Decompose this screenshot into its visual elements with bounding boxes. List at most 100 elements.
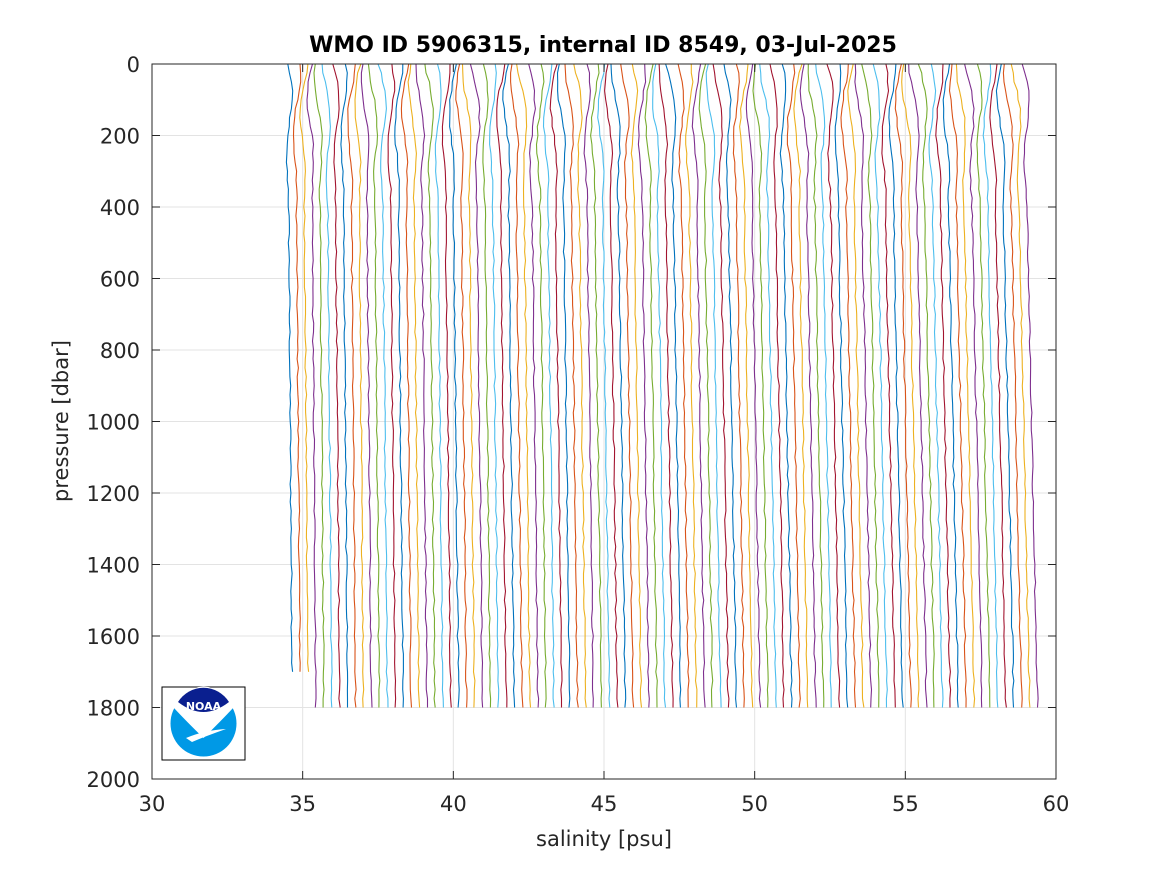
salinity-profile (583, 63, 594, 708)
salinity-profile (723, 63, 738, 708)
salinity-profile (637, 63, 650, 708)
salinity-profile (321, 63, 333, 708)
salinity-profile (455, 63, 468, 708)
salinity-profile (424, 63, 436, 708)
salinity-profile (976, 63, 991, 708)
salinity-profile (630, 63, 643, 708)
salinity-profile (360, 63, 373, 708)
salinity-profile (834, 63, 849, 708)
salinity-profile (528, 63, 540, 708)
logo-wave (186, 729, 226, 742)
salinity-profile (847, 63, 865, 708)
salinity-profile (881, 63, 896, 708)
salinity-profile (908, 63, 928, 708)
salinity-profile (354, 63, 365, 708)
salinity-profile (332, 63, 341, 708)
salinity-profile (712, 63, 730, 708)
salinity-profile (745, 63, 762, 708)
salinity-profile (665, 63, 682, 708)
salinity-profile (394, 63, 404, 708)
salinity-profile (285, 63, 294, 672)
y-tick-label: 1200 (87, 482, 140, 506)
salinity-profile (340, 63, 349, 708)
tick-marks (151, 63, 1057, 780)
salinity-profile (299, 63, 310, 672)
salinity-profile (415, 63, 429, 708)
salinity-profile (564, 63, 579, 708)
y-tick-labels: 0 200 400 600 800 1000 1200 1400 1600 1800 2000 (87, 53, 140, 792)
salinity-profile (367, 63, 381, 708)
salinity-profile (685, 64, 698, 708)
salinity-profile (964, 63, 983, 708)
salinity-profile (955, 63, 976, 708)
y-tick-label: 1800 (87, 697, 140, 721)
salinity-profile (516, 63, 532, 708)
salinity-profile (496, 63, 508, 708)
salinity-profile (982, 63, 999, 708)
x-tick-label: 35 (289, 792, 316, 816)
salinity-profiles (285, 63, 1039, 708)
salinity-profile (377, 63, 389, 708)
salinity-profile (387, 63, 397, 708)
salinity-profile (894, 63, 912, 708)
salinity-profile (989, 63, 1007, 708)
salinity-profile (769, 63, 785, 708)
salinity-profile (556, 63, 571, 708)
salinity-profile (691, 63, 706, 708)
salinity-profile (620, 63, 635, 708)
salinity-profile (826, 63, 841, 708)
salinity-profile (705, 63, 722, 708)
salinity-profile (400, 63, 413, 708)
salinity-profile (407, 63, 421, 708)
salinity-profile (347, 63, 357, 708)
x-tick-label: 45 (591, 792, 618, 816)
salinity-profile (590, 63, 603, 708)
salinity-profile (658, 63, 674, 708)
y-tick-label: 400 (100, 196, 140, 220)
salinity-profile (861, 63, 880, 708)
noaa-logo: NOAA (161, 686, 246, 761)
salinity-profile (1010, 63, 1031, 708)
x-tick-label: 40 (440, 792, 467, 816)
x-tick-label: 60 (1043, 792, 1070, 816)
salinity-profile (786, 63, 801, 708)
salinity-profile (807, 63, 825, 708)
salinity-profile (752, 63, 769, 708)
y-tick-label: 600 (100, 268, 140, 292)
salinity-profile (489, 63, 500, 708)
salinity-profile (901, 63, 920, 708)
x-tick-labels: 30 35 40 45 50 55 60 (139, 792, 1070, 816)
y-tick-label: 1000 (87, 411, 140, 435)
logo-text: NOAA (186, 700, 222, 713)
x-tick-label: 30 (139, 792, 166, 816)
salinity-profile (434, 63, 444, 708)
salinity-profile (799, 63, 817, 708)
x-tick-label: 55 (892, 792, 919, 816)
salinity-profile (739, 63, 754, 708)
salinity-profile (441, 63, 452, 708)
salinity-profile (652, 63, 667, 708)
salinity-profile (732, 63, 745, 708)
salinity-profile (573, 63, 587, 708)
y-axis-label: pressure [dbar] (49, 340, 73, 502)
y-tick-label: 800 (100, 339, 140, 363)
salinity-profile (644, 63, 658, 708)
salinity-profile (306, 63, 317, 708)
salinity-profile (1021, 63, 1039, 708)
salinity-profile (948, 63, 967, 708)
salinity-profile (917, 63, 935, 708)
salinity-profile (942, 63, 959, 708)
x-tick-label: 50 (741, 792, 768, 816)
salinity-profile (502, 63, 516, 708)
salinity-profile (542, 63, 555, 708)
salinity-profile (872, 63, 888, 708)
salinity-profile (535, 63, 547, 708)
salinity-profile (449, 63, 460, 708)
salinity-profile (597, 63, 611, 708)
salinity-profile (313, 63, 325, 708)
y-tick-label: 1600 (87, 625, 140, 649)
plot-area (151, 63, 1057, 780)
salinity-profile (1002, 63, 1023, 708)
y-tick-label: 200 (100, 125, 140, 149)
